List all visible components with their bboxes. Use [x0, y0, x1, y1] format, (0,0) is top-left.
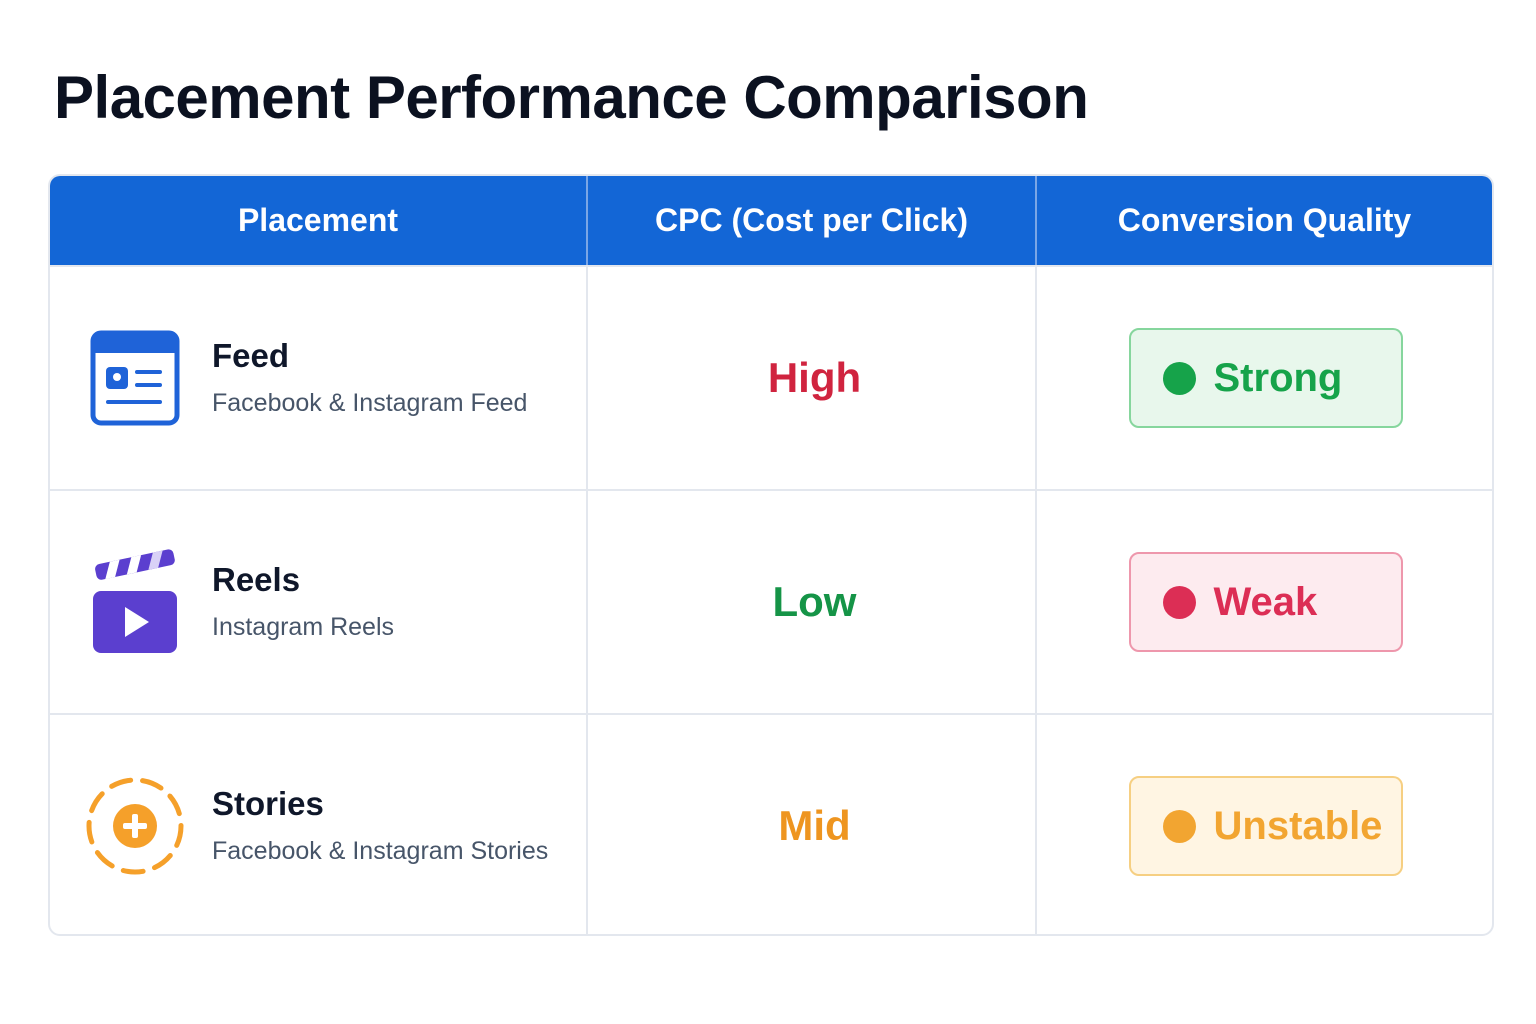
status-dot-icon: [1162, 585, 1196, 619]
quality-badge: Strong: [1128, 328, 1403, 428]
placement-name: Feed: [212, 337, 290, 374]
table-header: Placement CPC (Cost per Click) Conversio…: [50, 176, 1492, 265]
status-dot-icon: [1162, 809, 1196, 843]
placement-name: Stories: [212, 785, 324, 822]
quality-cell: Strong: [1037, 267, 1492, 489]
placement-table: Placement CPC (Cost per Click) Conversio…: [48, 174, 1494, 936]
page-title: Placement Performance Comparison: [54, 64, 1089, 131]
column-header-conversion-quality: Conversion Quality: [1117, 202, 1412, 238]
quality-badge: Weak: [1128, 552, 1403, 652]
cpc-value: High: [767, 354, 862, 401]
quality-badge: Unstable: [1128, 776, 1403, 876]
placement-cell: Feed Facebook & Instagram Feed: [50, 267, 588, 489]
column-header-placement: Placement: [50, 176, 588, 265]
cpc-cell: High: [588, 267, 1037, 489]
placement-subtitle: Facebook & Instagram Stories: [212, 837, 549, 865]
quality-cell: Weak: [1037, 491, 1492, 713]
placement-cell: Reels Instagram Reels: [50, 491, 588, 713]
table-row-feed: Feed Facebook & Instagram Feed High Stro…: [50, 265, 1492, 489]
reels-icon: [80, 547, 190, 657]
quality-label: Strong: [1213, 355, 1343, 400]
column-header-cpc: CPC (Cost per Click): [588, 176, 1037, 265]
placement-name: Reels: [212, 561, 301, 598]
placement-subtitle: Instagram Reels: [212, 613, 395, 641]
quality-cell: Unstable: [1037, 715, 1492, 934]
cpc-cell: Low: [588, 491, 1037, 713]
status-dot-icon: [1162, 361, 1196, 395]
table-row-stories: Stories Facebook & Instagram Stories Mid…: [50, 713, 1492, 934]
quality-label: Unstable: [1213, 803, 1383, 848]
table-row-reels: Reels Instagram Reels Low Weak: [50, 489, 1492, 713]
stories-icon: [80, 771, 190, 881]
cpc-value: Mid: [778, 802, 851, 849]
placement-cell: Stories Facebook & Instagram Stories: [50, 715, 588, 934]
cpc-cell: Mid: [588, 715, 1037, 934]
quality-label: Weak: [1213, 579, 1318, 624]
cpc-value: Low: [772, 578, 857, 625]
feed-icon: [80, 323, 190, 433]
placement-subtitle: Facebook & Instagram Feed: [212, 389, 528, 417]
